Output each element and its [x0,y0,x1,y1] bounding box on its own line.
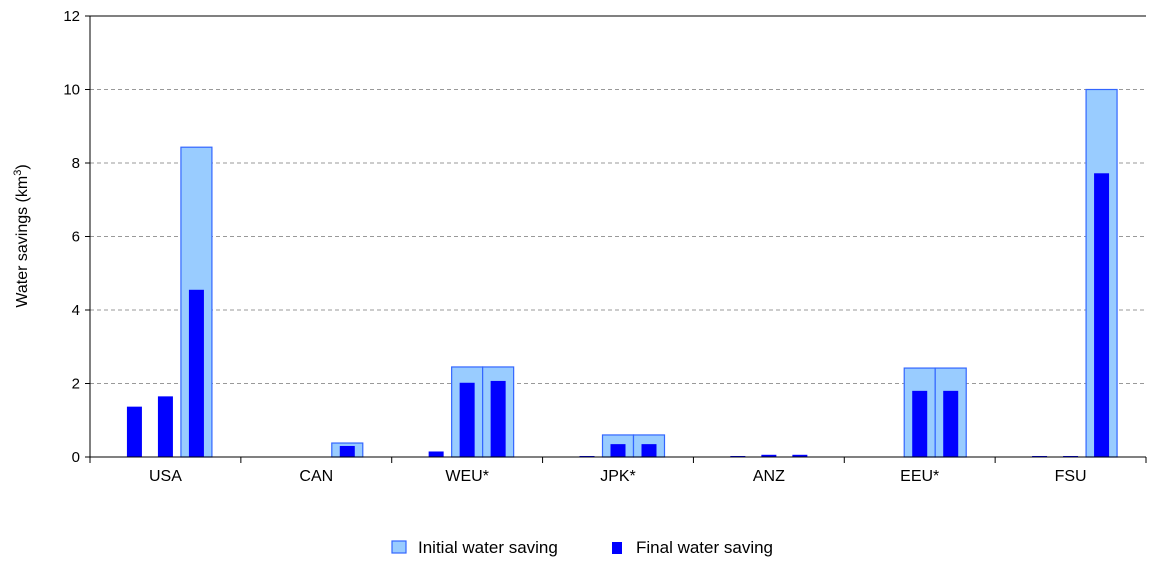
category-label-4: ANZ [753,468,785,485]
y-tick-label-4: 8 [72,155,80,172]
bar-final-0-0 [126,406,142,457]
bar-final-2-2 [490,380,506,457]
bar-final-0-2 [188,289,204,457]
y-axis-label-suffix: ) [14,164,31,169]
category-label-5: EEU* [900,468,939,485]
legend-swatch-final [612,542,622,554]
bar-final-5-2 [943,390,959,457]
bar-final-3-1 [610,444,626,457]
legend-label-final: Final water saving [636,538,773,557]
y-axis-label-main: Water savings (km [14,176,31,308]
bar-final-6-2 [1094,173,1110,458]
y-ticks: 0 2 4 6 8 10 12 [63,8,90,466]
y-axis-label-superscript: 3 [12,170,24,176]
y-tick-label-5: 10 [63,82,80,99]
legend-label-initial: Initial water saving [418,538,558,557]
category-label-1: CAN [299,468,333,485]
category-label-0: USA [149,468,182,485]
y-tick-label-6: 12 [63,8,80,25]
bar-final-2-1 [459,382,475,457]
y-tick-label-3: 6 [72,229,80,246]
bar-final-1-2 [339,445,355,457]
y-axis-label: Water savings (km3) [12,164,31,307]
category-label-2: WEU* [445,468,489,485]
y-tick-label-2: 4 [72,302,80,319]
bar-final-3-2 [641,444,657,457]
bar-final-5-1 [912,390,928,457]
bar-final-2-0 [428,451,444,457]
bar-final-0-1 [157,396,173,457]
x-categories: USA CAN WEU* JPK* ANZ EEU* FSU [89,457,1147,485]
legend: Initial water saving Final water saving [391,538,773,557]
bar-final-4-1 [761,454,777,457]
y-tick-label-1: 2 [72,376,80,393]
legend-swatch-initial [391,540,407,554]
bar-final-4-2 [792,454,808,457]
y-tick-label-0: 0 [72,449,80,466]
gridlines [90,15,1146,384]
category-label-6: FSU [1055,468,1087,485]
bars [126,88,1118,458]
category-label-3: JPK* [600,468,636,485]
